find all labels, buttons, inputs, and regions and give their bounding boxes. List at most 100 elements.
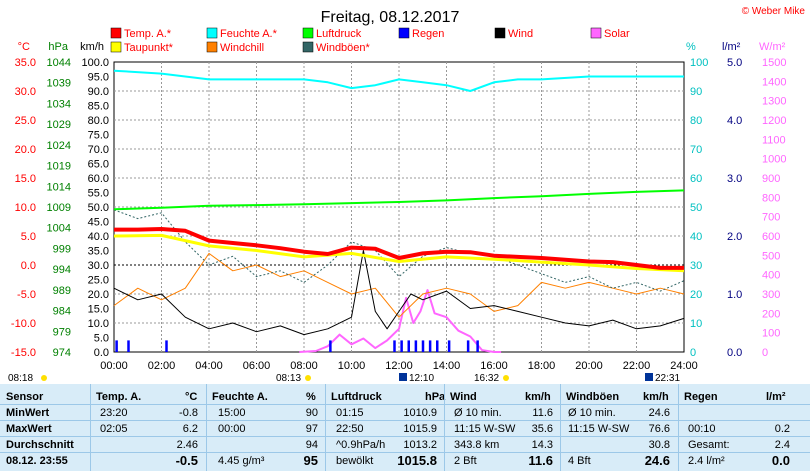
rain-bar <box>165 340 168 352</box>
tick-wm2: 900 <box>762 173 780 185</box>
tick-hpa: 974 <box>53 347 71 359</box>
sun-times: 08:18 08:13 12:10 16:32 22:31 <box>8 373 680 384</box>
legend-swatch <box>302 27 314 39</box>
axis-unit-hpa: hPa <box>48 41 68 53</box>
tick-x: 16:00 <box>480 360 508 372</box>
table-cell-temp-val: -0.5 <box>175 453 198 468</box>
tick-kmh: 10.0 <box>88 318 109 330</box>
table-cell-temp-val: 6.2 <box>182 423 198 435</box>
tick-temp: 0.0 <box>21 260 36 272</box>
table-cell-press-time: bewölkt <box>336 455 374 467</box>
axis-unit-kmh: km/h <box>80 41 104 53</box>
table-col-divider <box>444 384 445 471</box>
chart-title: Freitag, 08.12.2017 <box>321 9 460 26</box>
rain-bar <box>329 340 332 352</box>
tick-temp: 35.0 <box>15 57 36 69</box>
table-cell-press-val: 1010.9 <box>403 407 437 419</box>
table-cell-gust-val: 24.6 <box>644 453 670 468</box>
legend-swatch <box>590 27 602 39</box>
moonset-icon <box>645 373 653 381</box>
tick-kmh: 65.0 <box>88 159 109 171</box>
table-cell-wind-text: 11:15 W-SW <box>454 423 516 435</box>
tick-temp: 5.0 <box>21 231 36 243</box>
tick-wm2: 800 <box>762 192 780 204</box>
tick-pct: 70 <box>690 144 702 156</box>
tick-kmh: 15.0 <box>88 304 109 316</box>
noon-time: 12:10 <box>409 373 434 384</box>
rain-bar <box>428 340 432 352</box>
table-col-divider <box>678 384 679 471</box>
tick-lm2: 4.0 <box>727 115 742 127</box>
table-cell-hum-val: 90 <box>305 407 318 419</box>
tick-kmh: 40.0 <box>88 231 109 243</box>
legend-swatch <box>302 41 314 53</box>
tick-hpa: 1044 <box>47 57 71 69</box>
rain-bar <box>400 340 403 352</box>
legend-swatch <box>206 41 218 53</box>
tick-kmh: 0.0 <box>94 347 109 359</box>
table-cell-wind-text: 2 Bft <box>454 455 477 467</box>
header-humidity-unit: % <box>306 391 316 403</box>
table-cell-label: 08.12. 23:55 <box>6 455 68 467</box>
tick-hpa: 999 <box>53 243 71 255</box>
table-col-divider <box>560 384 561 471</box>
table-cell-temp-time: 02:05 <box>100 423 128 435</box>
rain-bar <box>476 340 479 352</box>
table-cell-rain-val: 2.4 <box>774 439 790 451</box>
series-wind <box>113 250 685 336</box>
copyright: © Weber Mike <box>742 6 806 17</box>
header-pressure: Luftdruck <box>331 391 382 403</box>
tick-wm2: 400 <box>762 270 780 282</box>
tick-pct: 0 <box>690 347 696 359</box>
table-cell-wind-val: 11.6 <box>528 453 553 468</box>
tick-temp: -10.0 <box>11 318 36 330</box>
tick-x: 24:00 <box>670 360 698 372</box>
legend-label: Regen <box>412 28 444 40</box>
tick-x: 22:00 <box>623 360 651 372</box>
table-cell-rain-text: 00:10 <box>688 423 716 435</box>
tick-x: 14:00 <box>433 360 461 372</box>
tick-temp: 10.0 <box>15 202 36 214</box>
tick-kmh: 30.0 <box>88 260 109 272</box>
tick-temp: -5.0 <box>17 289 36 301</box>
table-cell-temp-val: -0.8 <box>179 407 198 419</box>
legend-label: Taupunkt* <box>124 42 174 54</box>
tick-hpa: 979 <box>53 326 71 338</box>
table-cell-wind-text: Ø 10 min. <box>454 407 502 419</box>
table-cell-press-val: 1015.9 <box>403 423 437 435</box>
tick-lm2: 3.0 <box>727 173 742 185</box>
legend-label: Luftdruck <box>316 28 362 40</box>
series-feuchte-a <box>113 69 684 92</box>
tick-kmh: 100.0 <box>81 57 109 69</box>
tick-x: 12:00 <box>385 360 413 372</box>
table-cell-hum-time: 00:00 <box>218 423 246 435</box>
tick-pct: 100 <box>690 57 708 69</box>
table-row-divider <box>0 404 810 405</box>
tick-wm2: 600 <box>762 231 780 243</box>
tick-x: 04:00 <box>195 360 223 372</box>
tick-kmh: 90.0 <box>88 86 109 98</box>
tick-kmh: 95.0 <box>88 72 109 84</box>
table-cell-label: MinWert <box>6 407 50 419</box>
tick-hpa: 1039 <box>47 78 71 90</box>
tick-x: 08:00 <box>290 360 318 372</box>
table-cell-wind-val: 11.6 <box>532 407 553 419</box>
axis-unit-pct: % <box>686 41 696 53</box>
table-row-divider <box>0 452 810 453</box>
table-cell-gust-val: 24.6 <box>648 407 670 419</box>
table-cell-gust-text: Ø 10 min. <box>568 407 616 419</box>
tick-lm2: 2.0 <box>727 231 742 243</box>
tick-wm2: 1500 <box>762 57 786 69</box>
noon-icon <box>399 373 407 381</box>
tick-wm2: 100 <box>762 328 780 340</box>
sunrise-icon <box>41 375 47 381</box>
tick-hpa: 1004 <box>47 223 71 235</box>
tick-kmh: 25.0 <box>88 275 109 287</box>
table-cell-hum-val: 97 <box>305 423 318 435</box>
table-cell-label: Durchschnitt <box>6 439 74 451</box>
tick-wm2: 1400 <box>762 76 786 88</box>
series-luftdruck <box>113 189 685 211</box>
tick-pct: 50 <box>690 202 702 214</box>
table-cell-wind-val: 35.6 <box>531 423 553 435</box>
rain-bar <box>393 340 396 352</box>
